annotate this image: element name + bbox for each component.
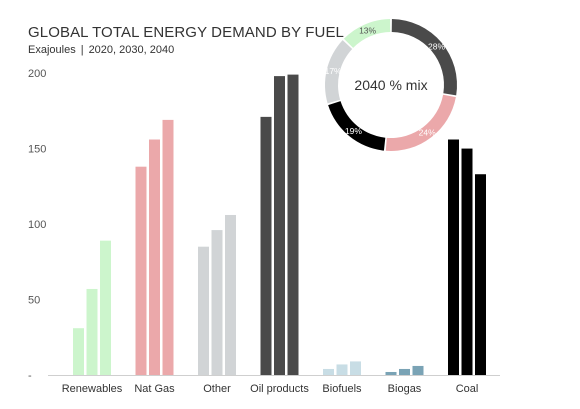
bar-other-2040 bbox=[225, 214, 236, 375]
x-tick-label: Oil products bbox=[250, 383, 309, 395]
donut-slice-label: 24% bbox=[419, 127, 436, 137]
donut-slice-label: 13% bbox=[359, 25, 376, 35]
bar-biofuels-2020 bbox=[323, 368, 334, 375]
donut-slice-renewables bbox=[343, 19, 391, 48]
bar-coal-2030 bbox=[461, 148, 473, 375]
bar-oil-products-2030 bbox=[274, 76, 285, 375]
donut-slice-label: 28% bbox=[428, 42, 445, 52]
bar-renewables-2030 bbox=[86, 288, 98, 375]
y-tick-label: 50 bbox=[28, 295, 40, 307]
bar-biofuels-2040 bbox=[350, 361, 361, 375]
bar-biogas-2020 bbox=[385, 371, 397, 375]
bar-nat-gas-2020 bbox=[135, 166, 147, 375]
donut-slice-other bbox=[325, 40, 353, 104]
donut-slice-label: 17% bbox=[325, 66, 342, 76]
unit-label: Exajoules bbox=[28, 44, 76, 56]
bar-nat-gas-2030 bbox=[149, 139, 160, 375]
x-tick-label: Nat Gas bbox=[134, 383, 175, 395]
bar-nat-gas-2040 bbox=[162, 119, 174, 375]
x-tick-label: Biogas bbox=[388, 383, 422, 395]
donut-slice-coal bbox=[328, 101, 386, 151]
x-tick-label: Renewables bbox=[62, 383, 123, 395]
bar-biofuels-2030 bbox=[336, 364, 348, 375]
y-tick-label: - bbox=[28, 370, 32, 382]
bar-coal-2020 bbox=[448, 139, 459, 375]
y-tick-label: 200 bbox=[28, 68, 46, 80]
bar-oil-products-2020 bbox=[260, 116, 272, 375]
donut-center-title: 2040 % mix bbox=[354, 77, 427, 93]
donut-slice-nat-gas bbox=[385, 94, 456, 152]
bar-renewables-2040 bbox=[100, 240, 111, 375]
donut-slice-label: 19% bbox=[345, 126, 362, 136]
x-tick-label: Coal bbox=[456, 383, 479, 395]
donut-slice-oil-products bbox=[391, 19, 457, 96]
bar-coal-2040 bbox=[475, 174, 486, 375]
y-tick-label: 150 bbox=[28, 144, 46, 156]
bar-oil-products-2040 bbox=[287, 74, 299, 375]
bar-biogas-2040 bbox=[412, 365, 424, 375]
x-tick-label: Biofuels bbox=[322, 383, 362, 395]
subtitle-separator: | bbox=[80, 44, 84, 56]
bar-other-2020 bbox=[198, 246, 209, 375]
bar-other-2030 bbox=[211, 230, 223, 375]
bar-renewables-2020 bbox=[73, 328, 84, 375]
chart-title: GLOBAL TOTAL ENERGY DEMAND BY FUEL bbox=[28, 24, 344, 41]
donut-background bbox=[324, 18, 458, 152]
chart-subtitle: Exajoules | 2020, 2030, 2040 bbox=[28, 44, 174, 56]
bar-biogas-2030 bbox=[399, 368, 410, 375]
years-label: 2020, 2030, 2040 bbox=[88, 44, 175, 56]
x-tick-label: Other bbox=[203, 383, 231, 395]
y-tick-label: 100 bbox=[28, 219, 46, 231]
